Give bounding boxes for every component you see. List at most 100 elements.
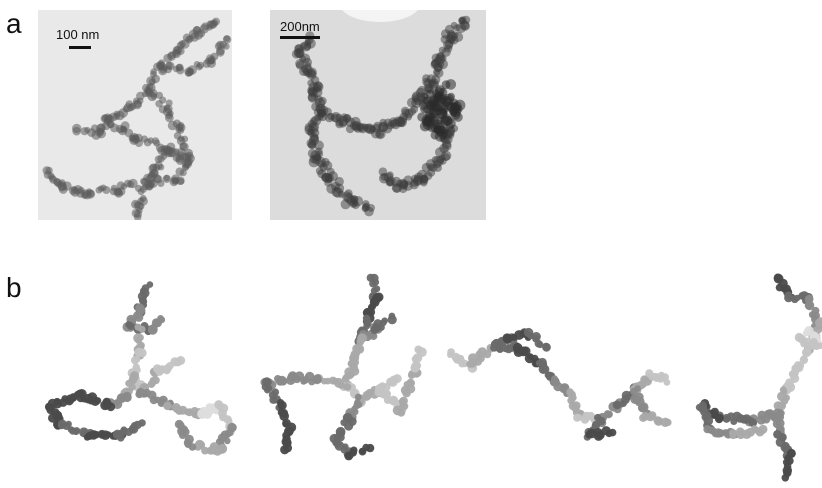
particle	[436, 156, 445, 165]
particle	[150, 93, 158, 100]
particle	[313, 140, 324, 151]
particle	[318, 96, 327, 106]
particle	[165, 99, 173, 107]
particle	[552, 379, 560, 387]
particle	[362, 390, 372, 401]
particle	[411, 355, 420, 364]
particle	[283, 443, 293, 453]
particle	[350, 446, 358, 454]
particle	[378, 167, 388, 176]
particle	[814, 318, 822, 328]
particle	[206, 54, 215, 63]
particle	[510, 333, 518, 341]
particle	[308, 82, 319, 93]
particle	[784, 291, 793, 300]
particle	[147, 172, 157, 182]
tem-image-2: 200nm	[270, 10, 486, 220]
particle	[449, 109, 458, 117]
particle	[531, 332, 541, 342]
particle	[351, 201, 360, 210]
particle	[432, 68, 441, 76]
particle	[165, 111, 173, 120]
particle	[295, 61, 304, 70]
particle	[175, 406, 184, 415]
particle	[137, 188, 145, 196]
simulated-aggregate-3	[447, 327, 672, 441]
particle	[790, 374, 800, 383]
particle	[592, 420, 600, 429]
particle	[308, 140, 317, 149]
particle	[417, 112, 427, 122]
particle	[139, 297, 148, 306]
particle	[160, 148, 169, 156]
particle	[372, 123, 382, 133]
particle	[183, 439, 191, 447]
particle	[117, 187, 126, 196]
scale-bar-1	[69, 46, 91, 49]
panel-label-b: b	[6, 272, 22, 303]
particle	[109, 187, 118, 196]
particle	[362, 443, 370, 452]
particle	[799, 355, 809, 365]
particle	[585, 430, 593, 439]
particle	[801, 348, 809, 356]
tem-aggregate-2	[270, 10, 486, 220]
particle	[274, 375, 282, 383]
particle	[809, 337, 818, 346]
particle	[177, 127, 185, 134]
particle	[201, 22, 210, 31]
particle	[286, 375, 296, 385]
particle	[294, 44, 302, 52]
particle	[194, 444, 202, 451]
particle	[113, 112, 121, 120]
particle	[222, 35, 232, 44]
particle	[179, 169, 187, 177]
particle	[645, 369, 654, 378]
particle	[605, 411, 612, 419]
particle	[575, 414, 583, 421]
simulated-aggregate-2	[260, 273, 427, 461]
particle	[804, 300, 815, 311]
particle	[441, 80, 451, 89]
particle	[376, 130, 384, 139]
particle	[518, 346, 529, 357]
particle	[637, 403, 647, 413]
particle	[503, 333, 511, 342]
particle	[458, 359, 466, 368]
particle	[133, 209, 142, 219]
particle	[338, 119, 348, 128]
scale-label-2: 200nm	[280, 19, 320, 34]
particle	[431, 103, 441, 113]
particle	[407, 107, 416, 116]
particle	[146, 76, 156, 86]
particle	[206, 409, 214, 416]
particle	[350, 195, 358, 203]
particle	[634, 385, 641, 392]
particle	[103, 118, 111, 126]
particle	[97, 185, 105, 192]
particle	[496, 345, 504, 353]
particle	[337, 381, 345, 389]
particle	[70, 186, 79, 194]
particle	[125, 321, 133, 328]
particle	[586, 411, 595, 421]
simulated-aggregate-1	[44, 281, 237, 456]
particle	[300, 377, 307, 385]
particle	[442, 115, 453, 126]
particle	[417, 347, 427, 358]
particle	[225, 417, 233, 425]
particle	[758, 424, 768, 434]
particle	[176, 356, 186, 365]
particle	[794, 332, 804, 342]
particle	[653, 416, 662, 425]
particle	[282, 431, 290, 440]
particle	[153, 62, 162, 71]
particle	[134, 347, 144, 357]
particle	[72, 126, 81, 136]
particle	[162, 174, 171, 183]
particle	[783, 468, 792, 478]
particle	[130, 356, 140, 365]
particle	[397, 408, 406, 417]
particle	[286, 422, 297, 433]
particle	[332, 377, 339, 385]
